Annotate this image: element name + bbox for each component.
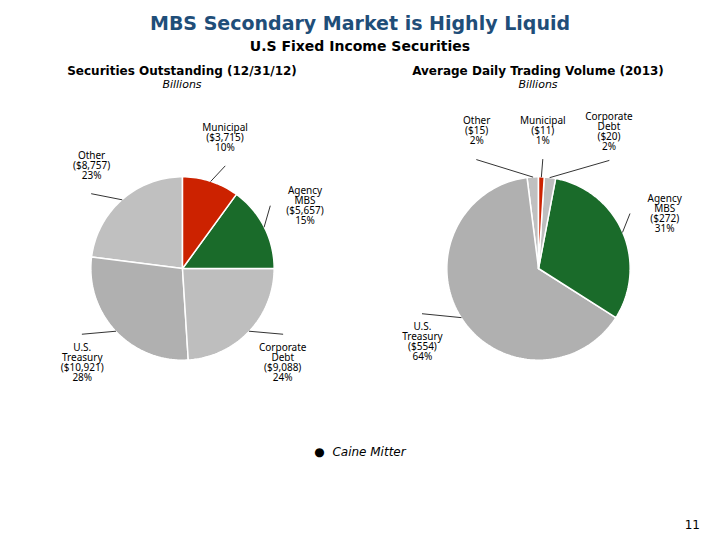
svg-text:Municipal($3,715)10%: Municipal($3,715)10% bbox=[202, 120, 248, 154]
html-text:● Caine Mitter: ● Caine Mitter bbox=[314, 445, 406, 459]
svg-text:CorporateDebt($20)2%: CorporateDebt($20)2% bbox=[585, 109, 633, 153]
svg-text:U.S.Treasury($10,921)28%: U.S.Treasury($10,921)28% bbox=[61, 340, 104, 384]
html-text:11: 11 bbox=[684, 518, 700, 532]
svg-text:AgencyMBS($5,657)15%: AgencyMBS($5,657)15% bbox=[286, 183, 323, 227]
html-text:Billions: Billions bbox=[162, 78, 202, 91]
svg-text:AgencyMBS($272)31%: AgencyMBS($272)31% bbox=[648, 191, 683, 235]
svg-text:Other($15)2%: Other($15)2% bbox=[463, 113, 490, 147]
html-text:Securities Outstanding (12/31/: Securities Outstanding (12/31/12) bbox=[67, 64, 297, 78]
html-text:Billions: Billions bbox=[518, 78, 558, 91]
svg-text:CorporateDebt($9,088)24%: CorporateDebt($9,088)24% bbox=[259, 340, 307, 384]
svg-text:U.S.Treasury($554)64%: U.S.Treasury($554)64% bbox=[402, 319, 443, 363]
svg-text:Other($8,757)23%: Other($8,757)23% bbox=[73, 148, 110, 182]
svg-text:Municipal($11)1%: Municipal($11)1% bbox=[520, 113, 566, 147]
html-text:Average Daily Trading Volume (: Average Daily Trading Volume (2013) bbox=[412, 64, 664, 78]
html-text:MBS Secondary Market is Highly: MBS Secondary Market is Highly Liquid bbox=[150, 12, 570, 34]
html-text:U.S Fixed Income Securities: U.S Fixed Income Securities bbox=[249, 38, 471, 54]
